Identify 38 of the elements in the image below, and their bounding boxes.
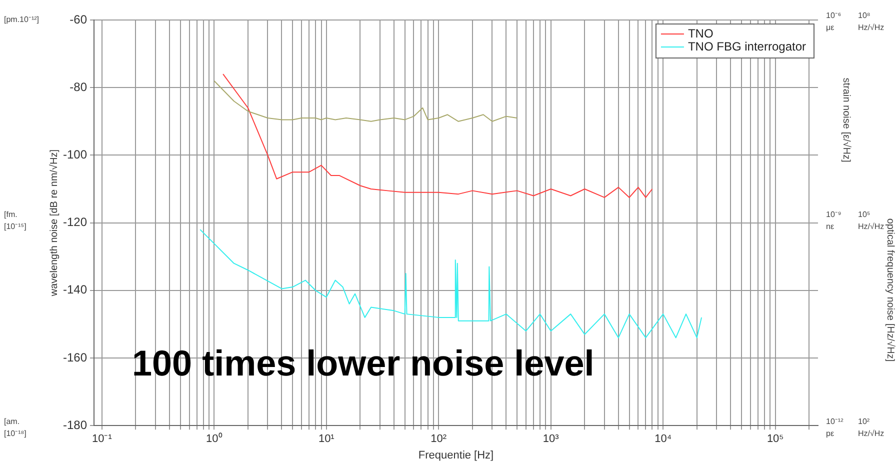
x-tick-label: 10¹ <box>318 433 335 446</box>
x-axis-title: Frequentie [Hz] <box>418 449 494 462</box>
text: 10⁵ <box>858 210 870 220</box>
y2-axis-title: strain noise [ε/√Hz] <box>840 78 852 162</box>
legend-label: TNO <box>688 26 714 40</box>
text: 10⁻⁹ <box>826 210 842 220</box>
y3-axis-title: optical frequency noise [Hz/√Hz] <box>884 218 896 362</box>
x-tick-label: 10⁰ <box>206 432 222 446</box>
text: [pm.10⁻¹²] <box>4 15 40 24</box>
text: 10⁻⁶ <box>826 11 842 20</box>
text: [10⁻¹⁸] <box>4 428 26 438</box>
x-tick-label: 10⁴ <box>654 433 672 446</box>
text: [am. <box>4 416 20 426</box>
y-axis-title: wavelength noise [dB re nm/√Hz] <box>48 149 60 298</box>
y-tick-label: -100 <box>62 148 88 162</box>
y-tick-label: -60 <box>70 12 88 26</box>
text: nε <box>826 222 834 232</box>
text: 10⁸ <box>858 11 870 20</box>
x-tick-label: 10² <box>430 433 447 446</box>
text: Hz/√Hz <box>858 23 884 32</box>
y-tick-label: -180 <box>62 418 88 432</box>
text: [fm. <box>4 210 18 220</box>
text: Hz/√Hz <box>858 428 884 438</box>
text: pε <box>826 428 834 438</box>
text: 10² <box>858 416 870 426</box>
annotation: 100 times lower noise level <box>132 342 594 384</box>
y-tick-label: -80 <box>70 80 88 94</box>
y-tick-label: -140 <box>62 282 88 297</box>
x-tick-label: 10⁵ <box>766 433 784 446</box>
y-tick-label: -120 <box>62 215 88 230</box>
text: με <box>826 23 835 32</box>
text: Hz/√Hz <box>858 222 884 232</box>
y-tick-label: -160 <box>62 350 88 364</box>
x-tick-label: 10⁻¹ <box>92 433 112 446</box>
text: 10⁻¹² <box>826 416 844 426</box>
text: [10⁻¹⁵] <box>4 222 26 232</box>
legend-label: TNO FBG interrogator <box>688 39 806 54</box>
x-tick-label: 10³ <box>542 433 560 446</box>
